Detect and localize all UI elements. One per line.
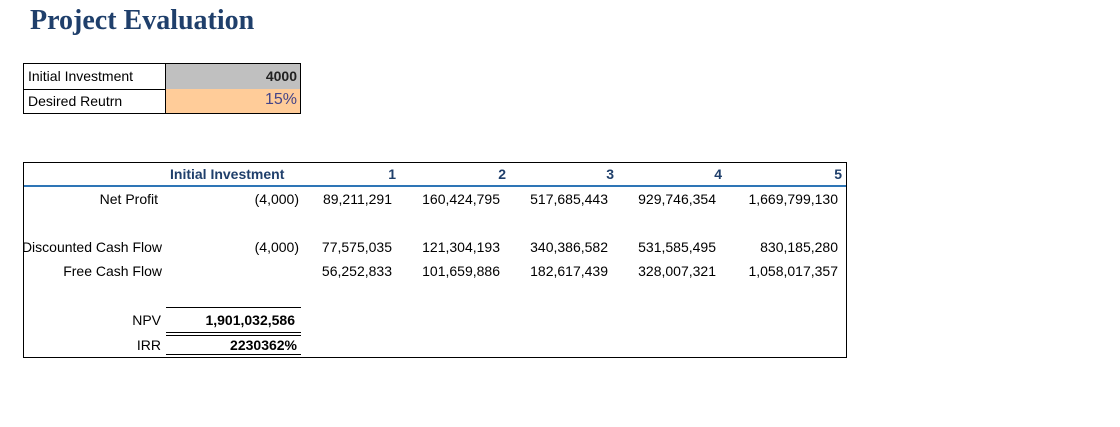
net-profit-year-5[interactable]: 1,669,799,130 [748, 191, 838, 207]
desired-return-row: Desired Reutrn 15% [24, 89, 300, 113]
header-rule [24, 185, 846, 187]
npv-label: NPV [132, 312, 161, 328]
net-profit-year-1[interactable]: 89,211,291 [322, 191, 392, 207]
fcf-year-1[interactable]: 56,252,833 [321, 263, 392, 279]
dcf-year-3[interactable]: 340,386,582 [530, 239, 608, 255]
npv-top-border [166, 307, 301, 308]
irr-label: IRR [136, 337, 161, 353]
evaluation-table [23, 162, 847, 358]
net-profit-year-3[interactable]: 517,685,443 [530, 191, 608, 207]
initial-investment-cell[interactable]: 4000 [165, 64, 300, 89]
header-year-1: 1 [388, 166, 396, 182]
irr-double-underline [166, 354, 301, 358]
net-profit-year-4[interactable]: 929,746,354 [638, 191, 716, 207]
header-initial-investment: Initial Investment [170, 166, 285, 182]
net-profit-initial[interactable]: (4,000) [254, 191, 299, 207]
irr-value[interactable]: 2230362% [230, 337, 297, 353]
fcf-year-2[interactable]: 101,659,886 [422, 263, 500, 279]
desired-return-label: Desired Reutrn [28, 93, 123, 109]
free-cash-flow-label: Free Cash Flow [63, 263, 162, 279]
header-year-2: 2 [498, 166, 506, 182]
dcf-year-1[interactable]: 77,575,035 [321, 239, 392, 255]
header-year-3: 3 [606, 166, 614, 182]
initial-investment-row: Initial Investment 4000 [24, 64, 300, 90]
inputs-box: Initial Investment 4000 Desired Reutrn 1… [23, 63, 301, 114]
fcf-year-4[interactable]: 328,007,321 [638, 263, 716, 279]
dcf-year-2[interactable]: 121,304,193 [422, 239, 500, 255]
desired-return-cell[interactable]: 15% [165, 89, 300, 113]
dcf-year-5[interactable]: 830,185,280 [760, 239, 838, 255]
dcf-initial[interactable]: (4,000) [254, 239, 299, 255]
net-profit-label: Net Profit [99, 191, 158, 207]
header-year-4: 4 [714, 166, 722, 182]
fcf-year-5[interactable]: 1,058,017,357 [748, 263, 838, 279]
net-profit-year-2[interactable]: 160,424,795 [422, 191, 500, 207]
npv-double-underline [166, 332, 301, 336]
discounted-cash-flow-label: Discounted Cash Flow [21, 239, 162, 255]
page-title: Project Evaluation [30, 5, 255, 36]
dcf-year-4[interactable]: 531,585,495 [638, 239, 716, 255]
initial-investment-label: Initial Investment [28, 68, 134, 84]
npv-value[interactable]: 1,901,032,586 [205, 312, 295, 328]
fcf-year-3[interactable]: 182,617,439 [530, 263, 608, 279]
header-year-5: 5 [834, 166, 842, 182]
